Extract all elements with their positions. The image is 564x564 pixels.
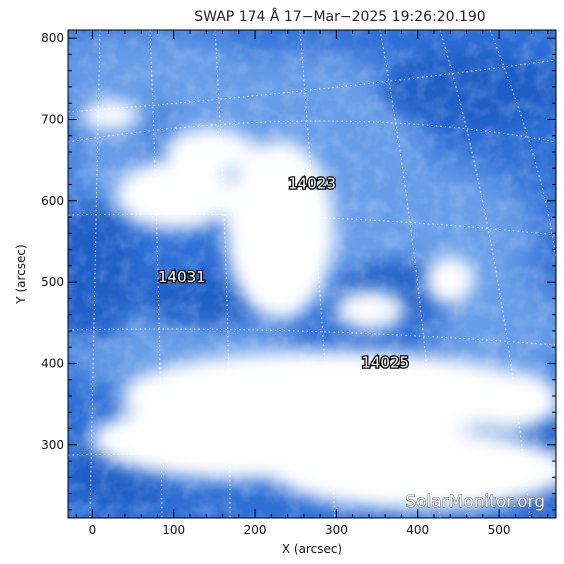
y-tick-label: 300 <box>41 438 64 452</box>
active-region-label: 14025 <box>361 354 409 372</box>
x-tick-label: 200 <box>244 523 267 537</box>
x-tick-label: 400 <box>406 523 429 537</box>
solarmonitor-watermark: SolarMonitor.org <box>405 492 545 512</box>
plot-frame <box>67 29 557 519</box>
x-tick-label: 500 <box>488 523 511 537</box>
active-region-labels: 14023 14031 14025 <box>157 173 411 373</box>
x-tick-label: 100 <box>162 523 185 537</box>
y-tick-label: 700 <box>41 112 64 126</box>
x-tick-label: 0 <box>89 523 97 537</box>
active-region-label: 14031 <box>158 268 206 286</box>
solar-image <box>68 30 556 518</box>
active-region-label: 14023 <box>288 175 336 193</box>
y-tick-label: 500 <box>41 275 64 289</box>
x-axis-ticks: 0 100 200 300 400 500 <box>75 30 549 537</box>
y-tick-label: 400 <box>41 356 64 370</box>
x-tick-label: 300 <box>325 523 348 537</box>
y-tick-label: 600 <box>41 194 64 208</box>
y-axis-label: Y (arcsec) <box>14 244 28 304</box>
y-axis-ticks: 300 400 500 600 700 800 <box>41 31 556 511</box>
figure-title: SWAP 174 Å 17−Mar−2025 19:26:20.190 <box>194 8 485 25</box>
x-axis-label: X (arcsec) <box>282 542 342 556</box>
y-tick-label: 800 <box>41 31 64 45</box>
